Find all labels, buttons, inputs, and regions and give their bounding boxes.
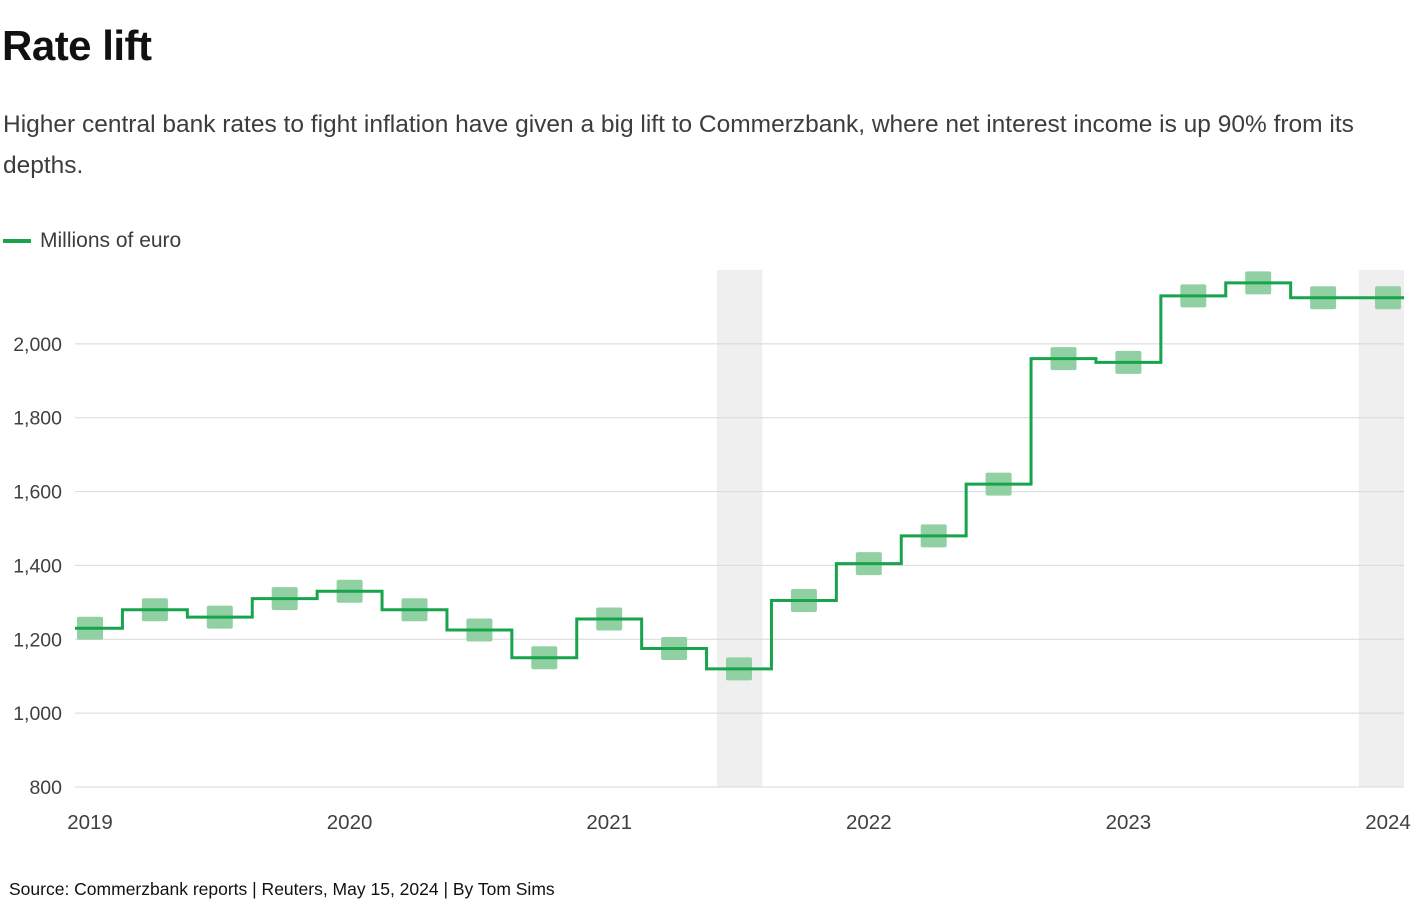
legend-label: Millions of euro	[40, 229, 182, 252]
y-axis-tick-label: 800	[29, 777, 62, 799]
y-axis-tick-label: 1,600	[13, 482, 62, 504]
y-axis-tick-label: 1,400	[13, 555, 62, 577]
x-axis-tick-label: 2023	[1106, 811, 1152, 834]
y-axis-tick-label: 1,000	[13, 703, 62, 725]
x-axis-tick-label: 2020	[327, 811, 373, 834]
highlight-band	[1358, 270, 1404, 787]
x-axis-tick-label: 2021	[586, 811, 632, 834]
y-axis-tick-label: 1,800	[13, 408, 62, 430]
x-axis-tick-label: 2024	[1365, 811, 1411, 834]
step-line-chart: 800 1,000 1,200 1,400 1,600 1,800 2,000 2019 202…	[13, 270, 1411, 834]
legend-line-icon	[3, 239, 31, 243]
highlight-band	[716, 270, 763, 787]
x-axis-tick-label: 2019	[67, 811, 113, 834]
series-line	[75, 281, 1404, 671]
x-axis-tick-label: 2022	[846, 811, 892, 834]
legend: Millions of euro	[3, 229, 181, 253]
chart-title: Rate lift	[2, 22, 152, 69]
y-axis-tick-label: 2,000	[13, 334, 62, 356]
source-attribution: Source: Commerzbank reports | Reuters, M…	[9, 879, 555, 899]
y-axis-tick-label: 1,200	[13, 629, 62, 651]
chart: 800 1,000 1,200 1,400 1,600 1,800 2,000 2019 202…	[0, 258, 1420, 848]
chart-subtitle: Higher central bank rates to fight infla…	[3, 111, 1354, 180]
